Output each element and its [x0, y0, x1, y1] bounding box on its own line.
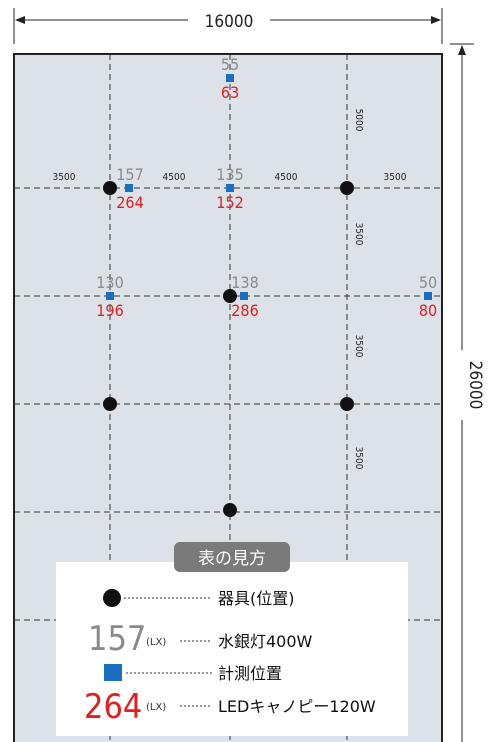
mercury-value: 50: [419, 273, 437, 292]
measurement-point: 157 264: [116, 165, 143, 212]
legend-unit-mercury: (LX): [146, 637, 166, 648]
led-value: 264: [116, 193, 143, 212]
measurement-point: 55 63: [221, 55, 239, 102]
mercury-value: 157: [116, 165, 143, 184]
legend-marker-icon: [104, 664, 122, 681]
legend-mercury-label: 水銀灯400W: [218, 632, 313, 651]
measurement-points: 55 63 157 264 135 152 130 196 138 286: [96, 55, 437, 320]
led-value: 286: [231, 301, 258, 320]
measure-marker: [424, 292, 432, 300]
led-value: 80: [419, 301, 437, 320]
legend-led-label: LEDキャノピー120W: [218, 697, 376, 716]
fixture-dot: [340, 181, 354, 195]
mercury-value: 138: [231, 273, 258, 292]
led-value: 63: [221, 83, 239, 102]
legend-sample-mercury: 157: [88, 619, 146, 659]
mercury-value: 130: [96, 273, 123, 292]
horizontal-spacing-labels: 3500 4500 4500 3500: [53, 172, 407, 183]
measure-marker: [226, 184, 234, 192]
spacing-h-1: 3500: [53, 172, 76, 183]
legend-title-badge: [174, 542, 290, 572]
legend-fixture-icon: [103, 589, 121, 607]
mercury-value: 135: [216, 165, 243, 184]
spacing-v-1: 5000: [353, 109, 364, 132]
right-dimension-label: 26000: [465, 361, 485, 410]
right-dimension: 26000: [450, 43, 485, 742]
measurement-point: 135 152: [216, 165, 243, 212]
led-value: 152: [216, 193, 243, 212]
top-dimension-label: 16000: [205, 12, 254, 32]
spacing-v-4: 3500: [353, 447, 364, 470]
top-dimension: 16000: [13, 8, 443, 44]
fixture-dot: [103, 181, 117, 195]
measurement-point: 130 196: [96, 273, 123, 320]
fixture-dot: [103, 397, 117, 411]
measure-marker: [240, 292, 248, 300]
spacing-h-4: 3500: [384, 172, 407, 183]
measurement-point: 138 286: [231, 273, 258, 320]
vertical-spacing-labels: 5000 3500 3500 3500: [353, 109, 364, 470]
fixture-dot: [340, 397, 354, 411]
legend-position-label: 計測位置: [218, 664, 282, 683]
led-value: 196: [96, 301, 123, 320]
measure-marker: [106, 292, 114, 300]
spacing-h-3: 4500: [275, 172, 298, 183]
fixtures: [103, 181, 354, 517]
measurement-point: 50 80: [419, 273, 437, 320]
spacing-v-2: 3500: [353, 223, 364, 246]
fixture-dot: [223, 503, 237, 517]
legend-unit-led: (LX): [146, 702, 166, 713]
fixture-dot: [223, 289, 237, 303]
legend: 表の見方 器具(位置) 157 (LX) 水銀灯400W 計測位置 264 (L…: [56, 542, 408, 736]
measure-marker: [125, 184, 133, 192]
legend-sample-led: 264: [84, 687, 142, 727]
spacing-v-3: 3500: [353, 335, 364, 358]
mercury-value: 55: [221, 55, 239, 74]
spacing-h-2: 4500: [163, 172, 186, 183]
legend-fixture-label: 器具(位置): [218, 589, 295, 608]
measure-marker: [226, 74, 234, 82]
legend-title: 表の見方: [198, 549, 266, 569]
